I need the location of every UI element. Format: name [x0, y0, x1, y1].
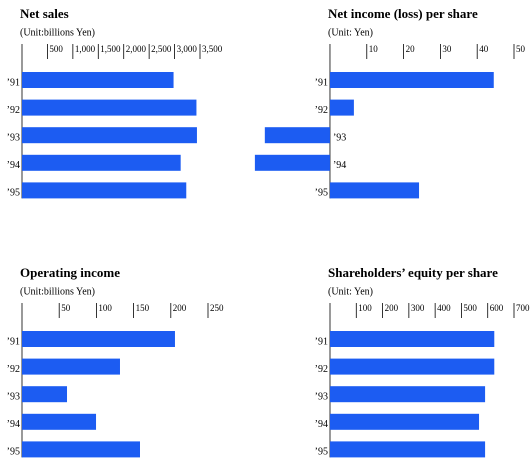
bar — [330, 386, 486, 403]
category-label: ’95 — [315, 188, 328, 199]
x-tick-label: 30 — [442, 44, 452, 54]
bar — [22, 441, 140, 458]
x-tick-label: 150 — [136, 303, 150, 313]
x-tick-label: 50 — [516, 44, 526, 54]
chart-title: Net income (loss) per share — [328, 6, 478, 21]
bar — [22, 413, 97, 430]
bar — [254, 154, 330, 171]
category-label: ’94 — [315, 419, 328, 430]
bar — [22, 154, 181, 171]
category-label: ’94 — [333, 160, 346, 171]
category-label: ’92 — [315, 364, 328, 375]
category-label: ’91 — [7, 77, 20, 88]
bar — [330, 441, 486, 458]
x-tick-label: 1,000 — [75, 44, 96, 54]
bar — [22, 358, 120, 375]
category-label: ’91 — [315, 336, 328, 347]
x-tick-label: 1,500 — [100, 44, 121, 54]
category-label: ’93 — [333, 132, 346, 143]
bar — [329, 182, 420, 199]
x-tick-label: 700 — [516, 303, 530, 313]
x-tick-label: 3,500 — [202, 44, 223, 54]
bar — [22, 331, 175, 347]
category-label: ’92 — [315, 105, 328, 116]
bar — [22, 72, 174, 88]
chart-subtitle: (Unit:billions Yen) — [20, 286, 95, 297]
bar — [264, 127, 330, 144]
category-label: ’91 — [315, 77, 328, 88]
x-tick-label: 600 — [490, 303, 504, 313]
category-label: ’92 — [7, 364, 20, 375]
x-tick-label: 3,000 — [177, 44, 198, 54]
category-label: ’93 — [7, 391, 20, 402]
chart-subtitle: (Unit: Yen) — [328, 286, 373, 297]
bar — [329, 99, 354, 116]
category-label: ’93 — [315, 391, 328, 402]
x-tick-label: 200 — [173, 303, 187, 313]
chart-title: Net sales — [20, 6, 69, 21]
x-tick-label: 50 — [61, 303, 70, 313]
x-tick-label: 200 — [385, 303, 399, 313]
x-tick-label: 2,500 — [151, 44, 172, 54]
category-label: ’95 — [7, 447, 20, 458]
category-label: ’91 — [7, 336, 20, 347]
bar — [22, 386, 68, 403]
x-tick-label: 10 — [369, 44, 379, 54]
chart-subtitle: (Unit: Yen) — [328, 27, 373, 38]
category-label: ’94 — [7, 160, 20, 171]
x-tick-label: 20 — [406, 44, 416, 54]
bar — [330, 413, 480, 430]
bar — [330, 358, 495, 375]
category-label: ’95 — [315, 447, 328, 458]
chart-subtitle: (Unit:billions Yen) — [20, 27, 95, 38]
chart-title: Shareholders’ equity per share — [328, 265, 498, 280]
x-tick-label: 500 — [49, 44, 63, 54]
bar — [330, 331, 495, 347]
category-label: ’95 — [7, 188, 20, 199]
bar — [22, 99, 197, 116]
x-tick-label: 100 — [98, 303, 112, 313]
category-label: ’94 — [7, 419, 20, 430]
x-tick-label: 250 — [210, 303, 224, 313]
bar — [22, 182, 187, 199]
x-tick-label: 400 — [437, 303, 451, 313]
x-tick-label: 300 — [411, 303, 425, 313]
category-label: ’92 — [7, 105, 20, 116]
bar — [329, 72, 494, 88]
x-tick-label: 500 — [463, 303, 477, 313]
x-tick-label: 100 — [358, 303, 372, 313]
x-tick-label: 2,000 — [126, 44, 147, 54]
category-label: ’93 — [7, 132, 20, 143]
x-tick-label: 40 — [479, 44, 489, 54]
bar — [22, 127, 197, 144]
chart-title: Operating income — [20, 265, 120, 280]
